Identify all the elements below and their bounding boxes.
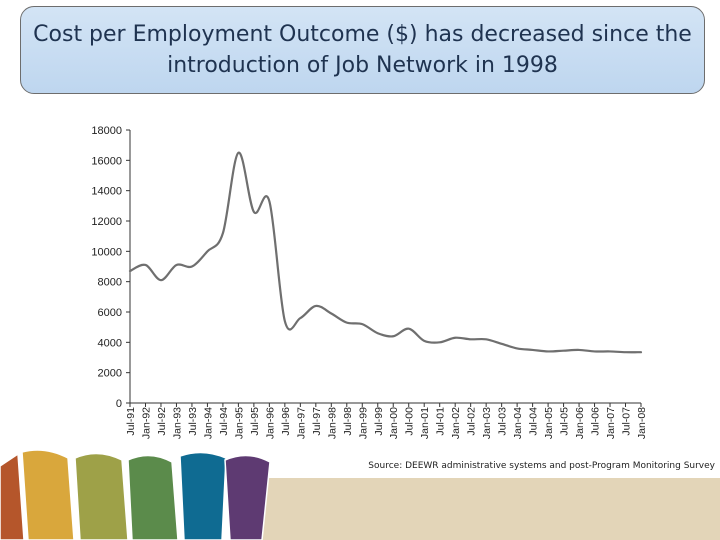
data-point — [191, 265, 194, 268]
series-line — [128, 151, 643, 354]
footer-band — [245, 478, 720, 540]
data-point — [129, 270, 132, 273]
data-point — [330, 312, 333, 315]
x-tick-label: Jan-92 — [140, 407, 152, 439]
data-point — [438, 341, 441, 344]
data-point — [206, 250, 209, 253]
x-tick-label: Jan-93 — [171, 407, 183, 439]
x-tick-label: Jul-05 — [559, 407, 571, 436]
x-tick-label: Jan-96 — [264, 407, 276, 439]
data-point — [361, 323, 364, 326]
x-tick-label: Jan-07 — [605, 407, 617, 439]
footer-decoration — [0, 449, 720, 540]
x-tick-label: Jan-03 — [481, 407, 493, 439]
x-tick-label: Jan-01 — [419, 407, 431, 439]
x-tick-label: Jan-97 — [295, 407, 307, 439]
y-tick-label: 6000 — [98, 307, 122, 319]
x-tick-label: Jul-98 — [342, 407, 354, 436]
x-axis: Jul-91 Jan-92 Jul-92 Jan-93 Jul-93 Jan-94 Jul-… — [125, 402, 648, 439]
data-point — [407, 327, 410, 330]
y-tick-label: 10000 — [91, 246, 122, 258]
x-tick-label: Jul-93 — [187, 407, 199, 436]
data-point — [299, 317, 302, 320]
data-point — [454, 336, 457, 339]
y-tick-label: 4000 — [98, 337, 122, 349]
chart-title: Cost per Employment Outcome ($) has decr… — [33, 22, 692, 78]
x-tick-label: Jul-99 — [373, 407, 385, 436]
y-tick-label: 2000 — [98, 368, 122, 380]
y-tick-label: 8000 — [98, 277, 122, 289]
footer-shape — [21, 449, 75, 540]
data-point — [160, 279, 163, 282]
x-tick-label: Jul-03 — [497, 407, 509, 436]
data-point — [609, 350, 612, 353]
footer-shape — [224, 454, 271, 540]
data-point — [500, 342, 503, 345]
data-point — [593, 350, 596, 353]
data-point — [376, 332, 379, 335]
x-tick-label: Jan-05 — [543, 407, 555, 439]
data-point — [469, 338, 472, 341]
data-point — [516, 347, 519, 350]
title-banner: Cost per Employment Outcome ($) has decr… — [20, 6, 705, 94]
y-tick-label: 16000 — [91, 155, 122, 167]
data-point — [624, 351, 627, 354]
y-axis: 0 2000 4000 6000 8000 10000 12000 14000 16000 180… — [91, 125, 131, 410]
x-tick-label: Jan-99 — [357, 407, 369, 439]
x-tick-label: Jul-96 — [280, 407, 292, 436]
x-tick-label: Jan-02 — [450, 407, 462, 439]
source-note: Source: DEEWR administrative systems and… — [368, 461, 715, 471]
data-point — [252, 211, 255, 214]
y-tick-label: 14000 — [91, 186, 122, 198]
x-tick-label: Jul-94 — [218, 407, 230, 436]
y-tick-label: 12000 — [91, 216, 122, 228]
data-point — [547, 350, 550, 353]
x-tick-label: Jan-04 — [512, 407, 524, 439]
x-tick-label: Jul-04 — [528, 407, 540, 436]
y-tick-label: 0 — [116, 398, 122, 410]
data-point — [314, 305, 317, 308]
x-tick-label: Jul-01 — [435, 407, 447, 436]
data-point — [392, 335, 395, 338]
footer-shape — [179, 451, 227, 540]
x-tick-label: Jan-94 — [202, 407, 214, 439]
y-tick-label: 18000 — [91, 125, 122, 137]
x-tick-label: Jul-95 — [249, 407, 261, 436]
x-tick-label: Jul-06 — [590, 407, 602, 436]
x-tick-label: Jul-91 — [125, 407, 137, 436]
footer-shape — [0, 452, 25, 540]
data-point — [578, 349, 581, 352]
x-tick-label: Jul-00 — [404, 407, 416, 436]
data-point — [283, 320, 286, 323]
data-point — [175, 264, 178, 267]
data-point — [237, 151, 240, 154]
footer-shape — [127, 454, 179, 540]
x-tick-label: Jan-08 — [636, 407, 648, 439]
x-tick-label: Jan-06 — [574, 407, 586, 439]
x-tick-label: Jul-97 — [311, 407, 323, 436]
x-tick-label: Jul-07 — [621, 407, 633, 436]
data-point — [222, 232, 225, 235]
x-tick-label: Jan-98 — [326, 407, 338, 439]
data-point — [268, 200, 271, 203]
footer-shape — [74, 452, 129, 540]
data-point — [562, 349, 565, 352]
data-point — [531, 349, 534, 352]
x-tick-label: Jan-00 — [388, 407, 400, 439]
x-tick-label: Jul-02 — [466, 407, 478, 436]
data-point — [144, 264, 147, 267]
x-tick-label: Jan-95 — [233, 407, 245, 439]
data-point — [345, 321, 348, 324]
data-point — [423, 339, 426, 342]
x-tick-label: Jul-92 — [156, 407, 168, 436]
series-cost-per-outcome — [128, 151, 643, 354]
cost-per-outcome-chart: 0 2000 4000 6000 8000 10000 12000 14000 16000 180… — [91, 125, 648, 439]
data-point — [640, 351, 643, 354]
data-point — [485, 338, 488, 341]
